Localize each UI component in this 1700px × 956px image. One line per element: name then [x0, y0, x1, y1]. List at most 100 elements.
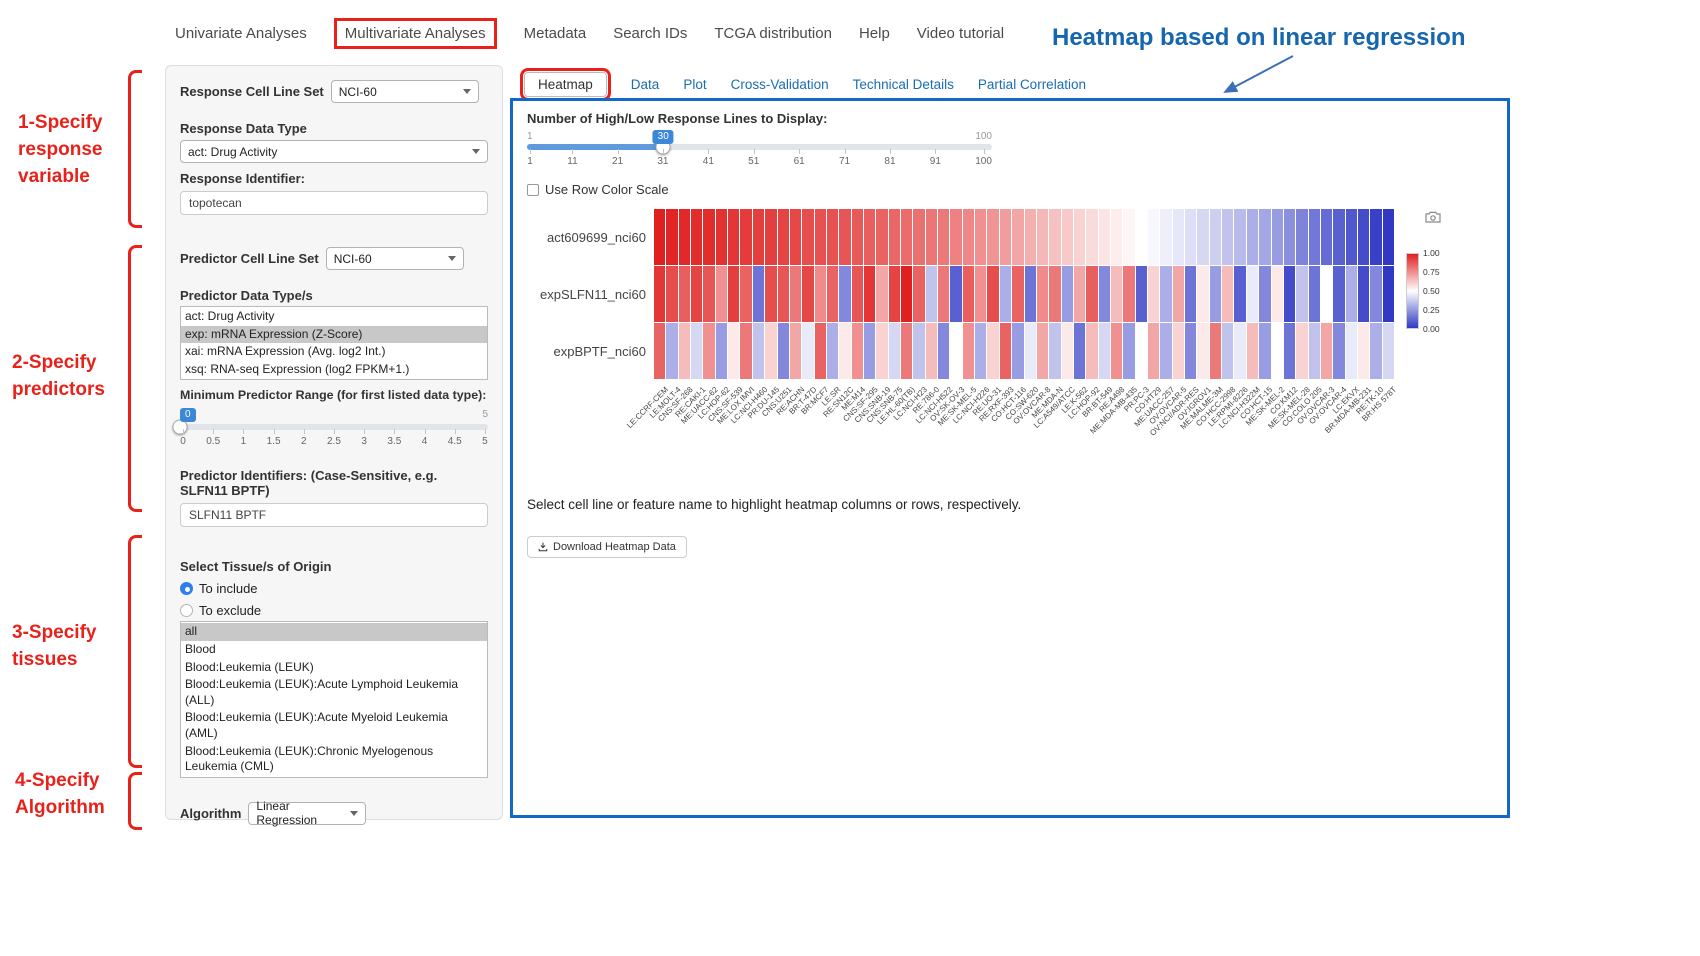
- radio-selected-icon[interactable]: [180, 582, 193, 595]
- heatmap-cell[interactable]: [1099, 209, 1110, 265]
- heatmap-cell[interactable]: [1210, 323, 1221, 379]
- heatmap-cell[interactable]: [703, 323, 714, 379]
- tissue-option[interactable]: Blood:Leukemia (LEUK): [181, 659, 487, 677]
- heatmap-cell[interactable]: [654, 266, 665, 322]
- heatmap-cell[interactable]: [1197, 266, 1208, 322]
- heatmap-cell[interactable]: [728, 209, 739, 265]
- tab-data[interactable]: Data: [631, 77, 660, 92]
- heatmap-cell[interactable]: [1284, 323, 1295, 379]
- heatmap-cell[interactable]: [1160, 266, 1171, 322]
- heatmap-cell[interactable]: [839, 266, 850, 322]
- heatmap-cell[interactable]: [1383, 209, 1394, 265]
- heatmap-cell[interactable]: [1210, 266, 1221, 322]
- heatmap-cell[interactable]: [1296, 323, 1307, 379]
- heatmap-cell[interactable]: [827, 323, 838, 379]
- heatmap-cell[interactable]: [987, 323, 998, 379]
- camera-icon[interactable]: [1425, 211, 1441, 223]
- heatmap-cell[interactable]: [1000, 266, 1011, 322]
- heatmap-cell[interactable]: [975, 323, 986, 379]
- heatmap-cell[interactable]: [839, 209, 850, 265]
- slider-handle[interactable]: [173, 420, 188, 435]
- heatmap-cell[interactable]: [889, 323, 900, 379]
- heatmap-cell[interactable]: [1185, 323, 1196, 379]
- heatmap-cell[interactable]: [703, 209, 714, 265]
- heatmap-cell[interactable]: [679, 323, 690, 379]
- response-data-type-select[interactable]: act: Drug Activity: [180, 140, 488, 163]
- heatmap-cell[interactable]: [889, 266, 900, 322]
- heatmap-cell[interactable]: [1333, 266, 1344, 322]
- heatmap-cell[interactable]: [1272, 266, 1283, 322]
- heatmap-cell[interactable]: [1000, 209, 1011, 265]
- heatmap-cell[interactable]: [1025, 209, 1036, 265]
- heatmap-cell[interactable]: [1346, 323, 1357, 379]
- heatmap-cell[interactable]: [852, 266, 863, 322]
- algorithm-select[interactable]: Linear Regression: [248, 802, 366, 825]
- heatmap-cell[interactable]: [876, 266, 887, 322]
- heatmap-cell[interactable]: [1346, 209, 1357, 265]
- nav-item[interactable]: Help: [859, 25, 890, 42]
- tab-cross-validation[interactable]: Cross-Validation: [731, 77, 829, 92]
- heatmap-cell[interactable]: [740, 266, 751, 322]
- heatmap-cell[interactable]: [1012, 266, 1023, 322]
- heatmap-cell[interactable]: [1086, 266, 1097, 322]
- nav-item[interactable]: Univariate Analyses: [175, 25, 307, 42]
- radio-unselected-icon[interactable]: [180, 604, 193, 617]
- heatmap-cell[interactable]: [691, 323, 702, 379]
- heatmap-cell[interactable]: [728, 266, 739, 322]
- heatmap-cell[interactable]: [864, 209, 875, 265]
- tissue-option[interactable]: all: [181, 623, 487, 641]
- heatmap-cell[interactable]: [1136, 209, 1147, 265]
- heatmap-cell[interactable]: [913, 266, 924, 322]
- heatmap-cell[interactable]: [1222, 209, 1233, 265]
- predictor-data-type-option[interactable]: act: Drug Activity: [181, 308, 487, 326]
- heatmap-cell[interactable]: [1173, 266, 1184, 322]
- heatmap-cell[interactable]: [1037, 209, 1048, 265]
- download-heatmap-button[interactable]: Download Heatmap Data: [527, 536, 687, 558]
- heatmap-cell[interactable]: [963, 266, 974, 322]
- heatmap-cell[interactable]: [1259, 323, 1270, 379]
- heatmap-cell[interactable]: [1247, 209, 1258, 265]
- tissue-option[interactable]: Blood:Leukemia (LEUK):Acute Lymphoid Leu…: [181, 676, 487, 709]
- nav-item[interactable]: TCGA distribution: [714, 25, 832, 42]
- heatmap-cell[interactable]: [802, 266, 813, 322]
- heatmap-cell[interactable]: [716, 266, 727, 322]
- heatmap-cell[interactable]: [1259, 209, 1270, 265]
- heatmap-cell[interactable]: [1370, 266, 1381, 322]
- heatmap-cell[interactable]: [901, 209, 912, 265]
- tab-plot[interactable]: Plot: [683, 77, 706, 92]
- heatmap-cell[interactable]: [1062, 323, 1073, 379]
- heatmap-cell[interactable]: [1247, 323, 1258, 379]
- tissue-option[interactable]: Blood:Leukemia (LEUK):Chronic Myelogenou…: [181, 743, 487, 776]
- heatmap-cell[interactable]: [938, 209, 949, 265]
- heatmap-cell[interactable]: [765, 323, 776, 379]
- heatmap-cell[interactable]: [827, 266, 838, 322]
- heatmap-row-label[interactable]: expSLFN11_nci60: [527, 266, 654, 322]
- predictor-data-type-option[interactable]: exp: mRNA Expression (Z-Score): [181, 326, 487, 344]
- heatmap-cell[interactable]: [987, 209, 998, 265]
- heatmap-cell[interactable]: [1346, 266, 1357, 322]
- lines-slider[interactable]: 1 100 30 1112131415161718191100: [527, 130, 992, 176]
- predictor-identifiers-input[interactable]: [180, 503, 488, 527]
- heatmap-cell[interactable]: [1222, 323, 1233, 379]
- heatmap-cell[interactable]: [901, 266, 912, 322]
- heatmap-cell[interactable]: [1123, 266, 1134, 322]
- heatmap-cell[interactable]: [950, 209, 961, 265]
- heatmap-cell[interactable]: [1309, 209, 1320, 265]
- heatmap-cell[interactable]: [790, 323, 801, 379]
- heatmap-cell[interactable]: [1086, 323, 1097, 379]
- heatmap-cell[interactable]: [1197, 209, 1208, 265]
- heatmap-cell[interactable]: [975, 209, 986, 265]
- heatmap-cell[interactable]: [679, 266, 690, 322]
- heatmap-cell[interactable]: [1296, 209, 1307, 265]
- heatmap-cell[interactable]: [1111, 209, 1122, 265]
- heatmap-cell[interactable]: [901, 323, 912, 379]
- heatmap-cell[interactable]: [1333, 323, 1344, 379]
- heatmap-cell[interactable]: [790, 209, 801, 265]
- heatmap-cell[interactable]: [1358, 209, 1369, 265]
- heatmap-cell[interactable]: [1185, 209, 1196, 265]
- heatmap-cell[interactable]: [1358, 323, 1369, 379]
- heatmap-cell[interactable]: [765, 209, 776, 265]
- heatmap-cell[interactable]: [1210, 209, 1221, 265]
- heatmap-cell[interactable]: [1383, 266, 1394, 322]
- heatmap-cell[interactable]: [1197, 323, 1208, 379]
